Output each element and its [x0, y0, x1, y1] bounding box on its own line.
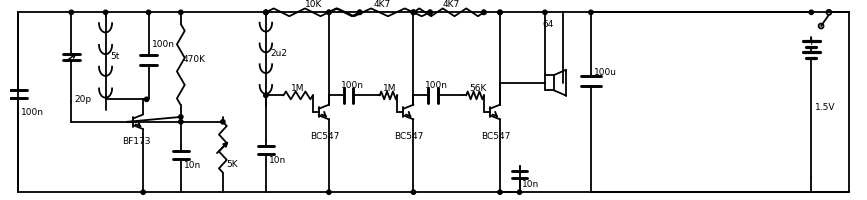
Text: 100n: 100n: [341, 81, 363, 90]
Circle shape: [221, 120, 225, 124]
Text: 100n: 100n: [425, 81, 448, 90]
Text: 100n: 100n: [21, 108, 43, 117]
Circle shape: [411, 10, 415, 14]
Text: 10K: 10K: [305, 0, 323, 9]
Text: BC547: BC547: [394, 132, 424, 141]
Circle shape: [411, 10, 415, 14]
Circle shape: [327, 10, 331, 14]
Text: BF173: BF173: [122, 137, 151, 146]
Text: 5t: 5t: [110, 52, 120, 61]
Circle shape: [498, 190, 502, 194]
Circle shape: [357, 10, 362, 14]
Circle shape: [264, 93, 268, 98]
Circle shape: [498, 10, 502, 14]
Text: 470K: 470K: [183, 55, 205, 64]
Circle shape: [428, 10, 433, 14]
Circle shape: [518, 190, 522, 194]
Text: 5K: 5K: [227, 160, 238, 169]
Circle shape: [179, 10, 183, 14]
Text: 100u: 100u: [594, 68, 616, 77]
Text: 56K: 56K: [469, 84, 486, 93]
Circle shape: [141, 190, 146, 194]
Text: 4K7: 4K7: [443, 0, 460, 9]
Circle shape: [482, 10, 486, 14]
Text: 1M: 1M: [382, 84, 396, 93]
Text: 20p: 20p: [75, 95, 91, 104]
Bar: [545, 75, 554, 90]
Circle shape: [103, 10, 108, 14]
Circle shape: [264, 10, 268, 14]
Circle shape: [809, 10, 813, 14]
Text: 10n: 10n: [184, 161, 201, 170]
Circle shape: [264, 10, 268, 14]
Text: 100n: 100n: [152, 40, 174, 49]
Text: 10n: 10n: [523, 180, 539, 189]
Circle shape: [589, 10, 593, 14]
Circle shape: [179, 115, 183, 119]
Circle shape: [69, 10, 74, 14]
Circle shape: [482, 10, 486, 14]
Circle shape: [147, 10, 151, 14]
Circle shape: [357, 10, 362, 14]
Text: 1.5V: 1.5V: [815, 103, 836, 112]
Text: BC547: BC547: [481, 132, 511, 141]
Circle shape: [428, 10, 433, 14]
Text: 1M: 1M: [291, 84, 305, 93]
Text: +: +: [806, 37, 816, 47]
Text: 2u2: 2u2: [271, 49, 288, 58]
Text: 4K7: 4K7: [374, 0, 391, 9]
Circle shape: [411, 190, 415, 194]
Text: 10n: 10n: [269, 156, 286, 165]
Circle shape: [145, 97, 149, 101]
Circle shape: [327, 10, 331, 14]
Circle shape: [327, 190, 331, 194]
Text: BC547: BC547: [310, 132, 339, 141]
Circle shape: [498, 10, 502, 14]
Text: 64: 64: [542, 20, 553, 29]
Circle shape: [411, 10, 415, 14]
Circle shape: [543, 10, 547, 14]
Circle shape: [264, 10, 268, 14]
Circle shape: [179, 120, 183, 124]
